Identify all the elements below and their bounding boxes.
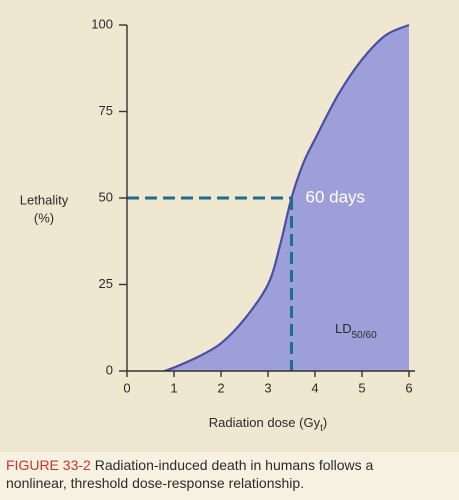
y-axis-label: (%) bbox=[34, 210, 54, 225]
annotation: LD50/60 bbox=[335, 321, 377, 340]
y-axis-label: Lethality bbox=[20, 192, 69, 207]
y-tick-label: 100 bbox=[91, 16, 113, 31]
x-tick-label: 5 bbox=[358, 380, 365, 395]
annotation: 60 days bbox=[306, 187, 366, 206]
curve bbox=[164, 23, 410, 373]
x-tick-label: 0 bbox=[123, 380, 130, 395]
chart: Lethality (%) Radiation dose (Gyt) 02550… bbox=[20, 16, 415, 434]
caption: FIGURE 33-2 Radiation-induced death in h… bbox=[0, 452, 459, 500]
annotation-part: LD bbox=[335, 321, 352, 336]
y-tick-label: 50 bbox=[99, 189, 113, 204]
x-tick-label: 2 bbox=[217, 380, 224, 395]
x-tick-label: 6 bbox=[405, 380, 412, 395]
y-tick-label: 25 bbox=[99, 276, 113, 291]
x-tick-label: 4 bbox=[311, 380, 318, 395]
area-fill bbox=[164, 25, 409, 371]
x-axis-label-sub: t bbox=[320, 423, 323, 434]
y-tick-label: 75 bbox=[99, 103, 113, 118]
x-tick-label: 3 bbox=[264, 380, 271, 395]
y-tick-label: 0 bbox=[106, 362, 113, 377]
figure-number: FIGURE 33-2 bbox=[6, 457, 91, 473]
x-tick-label: 1 bbox=[170, 380, 177, 395]
caption-line: nonlinear, threshold dose-response relat… bbox=[6, 475, 305, 491]
x-axis-label-part: Radiation dose (Gy bbox=[209, 415, 321, 430]
x-axis-label: Radiation dose (Gyt) bbox=[209, 415, 327, 433]
caption-line: Radiation-induced death in humans follow… bbox=[94, 457, 374, 473]
x-axis-label-part: ) bbox=[323, 415, 327, 430]
annotation-sub: 50/60 bbox=[352, 330, 377, 341]
